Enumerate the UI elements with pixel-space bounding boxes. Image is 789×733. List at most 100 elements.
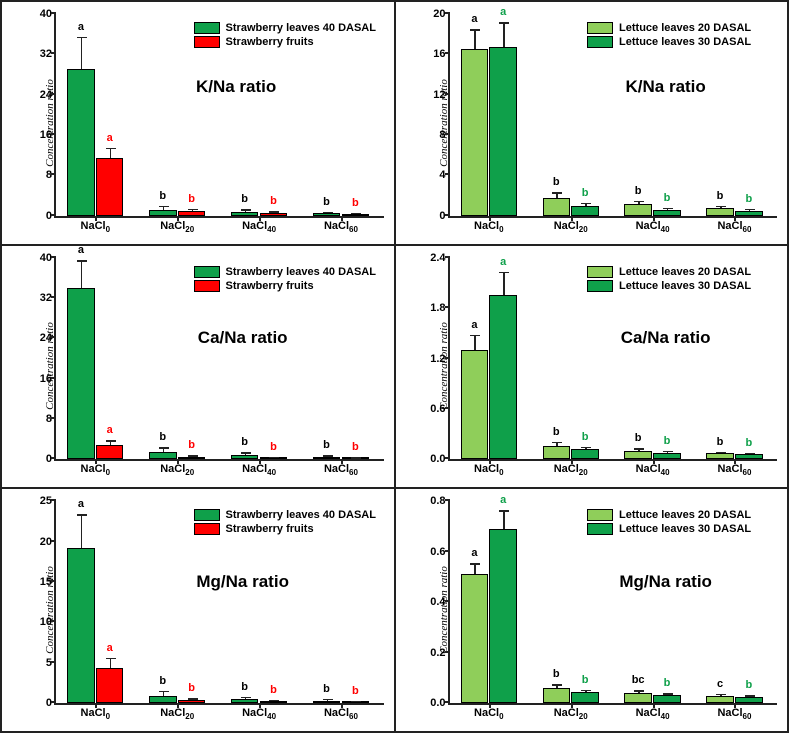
significance-label: b	[323, 683, 330, 695]
bar	[571, 449, 599, 459]
significance-label: b	[553, 668, 560, 680]
bar-group: NaCl40bb	[226, 258, 292, 460]
plot-area: 0816243240Ca/Na ratioStrawberry leaves 4…	[54, 258, 384, 462]
error-bar	[273, 457, 275, 458]
y-tick-label: 1.8	[430, 302, 449, 314]
error-bar	[556, 684, 558, 688]
significance-label: c	[717, 678, 723, 690]
y-tick-label: 16	[433, 48, 449, 60]
y-tick-mark	[445, 256, 450, 258]
significance-label: a	[500, 494, 506, 506]
x-tick-label: NaCl0	[81, 216, 111, 234]
x-tick-label: NaCl60	[324, 216, 358, 234]
significance-label: b	[323, 196, 330, 208]
significance-label: a	[107, 132, 113, 144]
y-tick-mark	[445, 173, 450, 175]
y-tick-label: 40	[40, 8, 56, 20]
bar	[489, 47, 517, 215]
bar	[624, 451, 652, 459]
error-bar	[327, 699, 329, 701]
x-tick-label: NaCl0	[81, 703, 111, 721]
x-tick-label: NaCl60	[717, 459, 751, 477]
y-tick-label: 0	[46, 697, 56, 709]
y-tick-mark	[445, 600, 450, 602]
error-bar	[474, 563, 476, 574]
error-bar	[503, 510, 505, 529]
bar	[543, 446, 571, 459]
error-bar	[720, 694, 722, 696]
error-bar	[667, 693, 669, 695]
error-bar	[556, 442, 558, 446]
error-bar	[355, 701, 357, 702]
x-tick-label: NaCl0	[474, 703, 504, 721]
bar-group: NaCl20bb	[144, 258, 210, 460]
x-tick-label: NaCl40	[636, 216, 670, 234]
bar	[624, 693, 652, 703]
significance-label: b	[270, 684, 277, 696]
bar	[67, 288, 95, 459]
y-tick-label: 25	[40, 495, 56, 507]
significance-label: b	[188, 439, 195, 451]
y-tick-label: 0	[46, 453, 56, 465]
significance-label: a	[500, 256, 506, 268]
y-tick-mark	[445, 357, 450, 359]
error-bar	[585, 690, 587, 693]
error-bar	[192, 209, 194, 212]
error-bar	[273, 211, 275, 213]
bar	[624, 204, 652, 216]
bar	[260, 213, 288, 216]
significance-label: b	[553, 176, 560, 188]
y-tick-label: 20	[40, 536, 56, 548]
y-tick-mark	[51, 580, 56, 582]
y-tick-label: 8	[46, 413, 56, 425]
x-tick-label: NaCl20	[554, 459, 588, 477]
bar	[735, 454, 763, 459]
bar	[706, 696, 734, 703]
x-tick-label: NaCl0	[81, 459, 111, 477]
y-tick-mark	[445, 457, 450, 459]
bar-group: NaCl20bb	[538, 501, 604, 703]
y-tick-label: 20	[433, 8, 449, 20]
error-bar	[163, 691, 165, 696]
y-tick-mark	[51, 336, 56, 338]
bar-group: NaCl40bb	[620, 14, 686, 216]
x-tick-label: NaCl40	[242, 216, 276, 234]
significance-label: b	[352, 685, 359, 697]
y-tick-mark	[445, 550, 450, 552]
y-tick-mark	[51, 256, 56, 258]
chart-grid: Concentration ratio0816243240K/Na ratioS…	[0, 0, 789, 733]
bar	[543, 688, 571, 703]
bar	[571, 692, 599, 703]
bar	[543, 198, 571, 216]
significance-label: b	[745, 193, 752, 205]
significance-label: b	[717, 190, 724, 202]
significance-label: a	[107, 642, 113, 654]
error-bar	[163, 447, 165, 452]
bar	[735, 211, 763, 216]
y-tick-mark	[445, 407, 450, 409]
bar	[178, 211, 206, 216]
significance-label: b	[745, 679, 752, 691]
bar-group: NaCl20bb	[538, 14, 604, 216]
bar	[489, 529, 517, 703]
error-bar	[638, 690, 640, 693]
error-bar	[474, 29, 476, 49]
error-bar	[638, 201, 640, 204]
bar	[313, 701, 341, 703]
significance-label: a	[107, 424, 113, 436]
bar	[231, 455, 259, 460]
y-tick-mark	[51, 93, 56, 95]
bar	[231, 699, 259, 703]
significance-label: b	[270, 441, 277, 453]
significance-label: b	[582, 431, 589, 443]
x-tick-label: NaCl20	[160, 703, 194, 721]
error-bar	[245, 209, 247, 212]
bar	[260, 701, 288, 703]
y-tick-mark	[51, 173, 56, 175]
significance-label: b	[664, 677, 671, 689]
plot-area: 0.00.61.21.82.4Ca/Na ratioLettuce leaves…	[448, 258, 778, 462]
significance-label: b	[159, 431, 166, 443]
significance-label: b	[352, 441, 359, 453]
bar	[653, 453, 681, 460]
error-bar	[245, 697, 247, 699]
